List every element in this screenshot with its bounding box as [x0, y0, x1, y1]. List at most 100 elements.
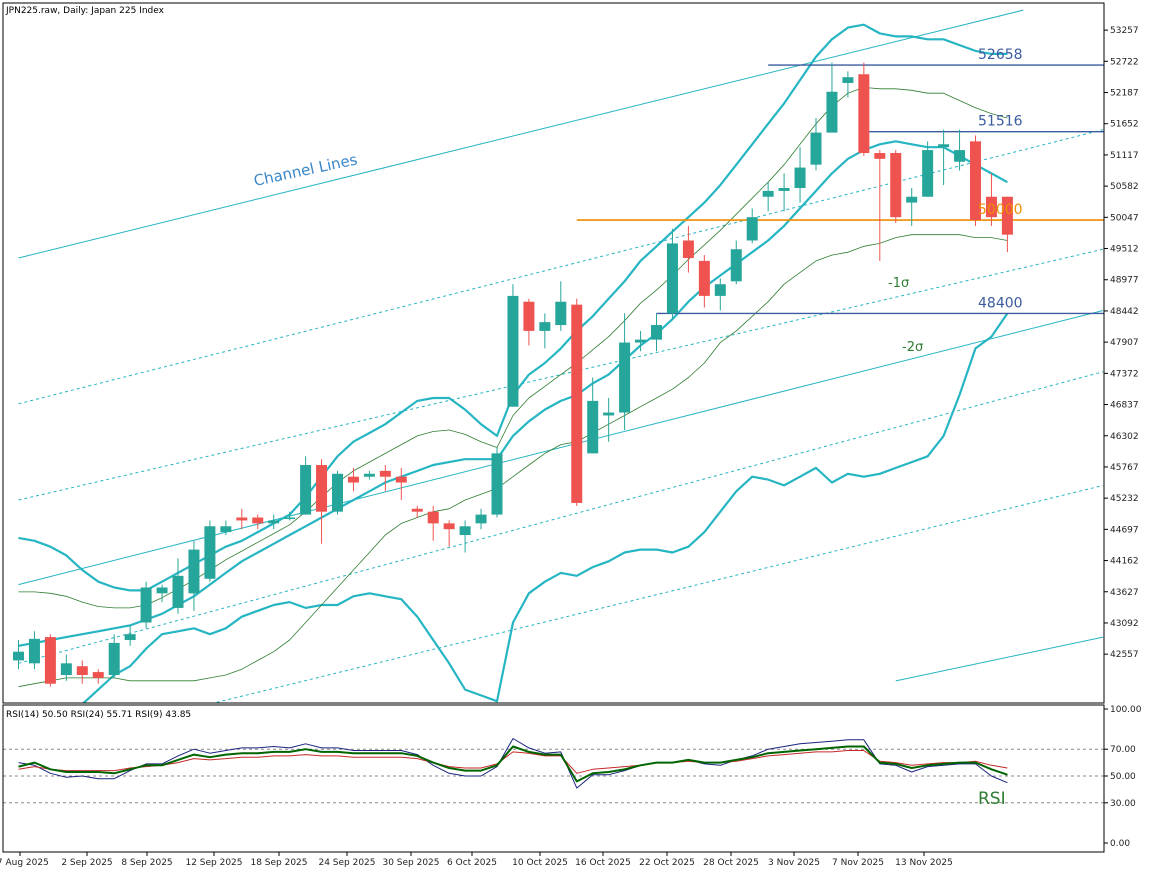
ytick-label-0: 53257 — [1110, 26, 1139, 36]
candle-body-49 — [794, 167, 806, 188]
rsi-header: RSI(14) 50.50 RSI(24) 55.71 RSI(9) 43.85 — [6, 710, 191, 720]
rsi-ytick-label-4: 0.00 — [1110, 839, 1130, 849]
xtick-label-7: 6 Oct 2025 — [447, 858, 497, 868]
rsi-pane-frame — [2, 704, 1105, 853]
xtick-label-14: 13 Nov 2025 — [895, 858, 953, 868]
ytick-label-9: 48442 — [1110, 307, 1139, 317]
candle-body-32 — [523, 301, 535, 331]
candle-body-48 — [778, 187, 790, 191]
candle-body-55 — [890, 153, 902, 218]
candle-body-61 — [985, 196, 997, 218]
rsi24-line — [18, 750, 1008, 774]
candle-body-13 — [220, 526, 232, 533]
candle-body-54 — [874, 153, 886, 159]
rsi-ytick-label-3: 30.00 — [1110, 799, 1136, 809]
xtick-label-10: 22 Oct 2025 — [639, 858, 695, 868]
main-pane — [13, 9, 1104, 703]
candle-body-56 — [906, 196, 918, 203]
level-label-50000: 50000 — [978, 202, 1023, 218]
candle-body-16 — [268, 520, 280, 524]
candle-body-22 — [363, 473, 375, 477]
xtick-label-8: 10 Oct 2025 — [512, 858, 568, 868]
sigma-minus2-label: -2σ — [902, 340, 923, 355]
candle-body-42 — [682, 240, 694, 258]
candle-body-45 — [730, 249, 742, 282]
candle-body-43 — [698, 260, 710, 296]
candle-body-10 — [172, 575, 184, 608]
rsi9-line — [18, 738, 1008, 789]
candle-body-5 — [92, 672, 104, 678]
candle-body-25 — [411, 508, 423, 512]
candle-body-8 — [140, 587, 152, 623]
candle-body-60 — [970, 141, 981, 221]
rsi14-line — [18, 745, 1008, 783]
candle-body-20 — [332, 473, 343, 512]
ytick-label-12: 46837 — [1110, 401, 1139, 411]
level-label-52658: 52658 — [978, 47, 1023, 63]
candle-body-58 — [938, 144, 950, 148]
candle-body-29 — [475, 514, 487, 524]
candle-body-11 — [188, 549, 200, 594]
ytick-label-4: 51117 — [1110, 151, 1139, 161]
candle-body-12 — [204, 526, 216, 579]
main-pane-frame — [2, 2, 1105, 704]
xtick-label-0: 27 Aug 2025 — [0, 858, 49, 868]
candle-body-52 — [842, 77, 854, 84]
xtick-label-4: 18 Sep 2025 — [250, 858, 307, 868]
xtick-label-13: 7 Nov 2025 — [832, 858, 884, 868]
candle-body-31 — [507, 295, 519, 407]
candle-body-3 — [60, 663, 72, 675]
candle-body-40 — [651, 325, 662, 340]
candle-body-37 — [603, 412, 615, 416]
candle-body-21 — [347, 476, 359, 483]
candle-body-51 — [826, 91, 838, 133]
ytick-label-14: 45767 — [1110, 463, 1139, 473]
chart-title: JPN225.raw, Daily: Japan 225 Index — [5, 6, 165, 16]
ytick-label-13: 46302 — [1110, 432, 1139, 442]
ytick-label-17: 44162 — [1110, 557, 1139, 567]
ytick-label-18: 43627 — [1110, 588, 1139, 598]
channel-line-5 — [211, 484, 1104, 703]
candle-body-36 — [587, 400, 599, 454]
xtick-label-6: 30 Sep 2025 — [382, 858, 439, 868]
candle-body-6 — [108, 642, 120, 675]
candle-body-41 — [666, 243, 678, 314]
ytick-label-8: 48977 — [1110, 276, 1139, 286]
candle-body-23 — [379, 470, 391, 477]
candle-body-0 — [13, 651, 24, 661]
ytick-label-19: 43092 — [1110, 619, 1139, 629]
ytick-label-20: 42557 — [1110, 650, 1139, 660]
ytick-label-6: 50047 — [1110, 213, 1139, 223]
candle-body-46 — [746, 217, 758, 241]
xtick-label-11: 28 Oct 2025 — [703, 858, 759, 868]
ytick-label-7: 49512 — [1110, 245, 1139, 255]
candle-body-57 — [922, 150, 934, 197]
ytick-label-15: 45232 — [1110, 494, 1139, 504]
candle-body-9 — [156, 587, 168, 594]
ytick-label-5: 50582 — [1110, 182, 1139, 192]
ytick-label-10: 47907 — [1110, 338, 1139, 348]
xtick-label-12: 3 Nov 2025 — [768, 858, 820, 868]
candle-body-14 — [236, 517, 248, 521]
candle-body-27 — [443, 523, 455, 530]
ytick-label-16: 44697 — [1110, 525, 1139, 535]
candle-body-59 — [954, 150, 966, 162]
rsi-ytick-label-1: 70.00 — [1110, 745, 1136, 755]
candle-body-30 — [491, 453, 503, 515]
xtick-label-3: 12 Sep 2025 — [185, 858, 242, 868]
ytick-label-2: 52187 — [1110, 89, 1139, 99]
channel-line-0 — [18, 9, 1024, 259]
candle-body-28 — [459, 526, 471, 536]
candle-body-24 — [395, 476, 407, 483]
candle-body-47 — [762, 190, 774, 197]
candle-body-26 — [427, 511, 439, 524]
candle-body-53 — [858, 74, 870, 154]
candle-body-39 — [635, 339, 647, 343]
candle-body-44 — [714, 284, 726, 296]
candle-body-17 — [284, 517, 296, 520]
candle-body-50 — [810, 132, 822, 165]
candle-body-4 — [76, 666, 88, 675]
ytick-label-3: 51652 — [1110, 120, 1139, 130]
